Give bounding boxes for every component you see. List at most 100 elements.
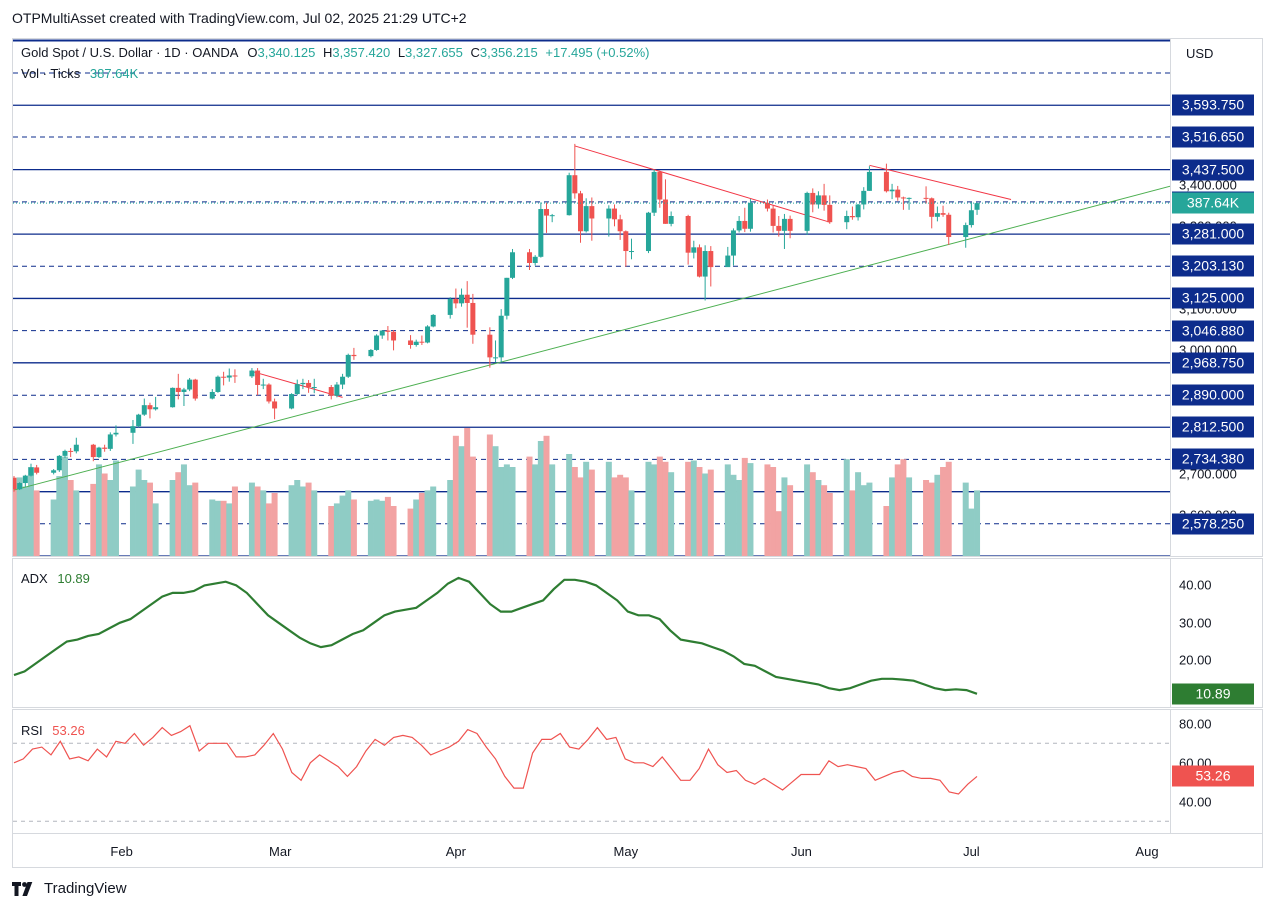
candle-body <box>17 483 23 490</box>
rsi-name[interactable]: RSI <box>21 723 43 738</box>
candle-body <box>770 208 776 226</box>
footer-brand[interactable]: TradingView <box>12 880 127 897</box>
volume-bar <box>543 435 550 556</box>
candle-body <box>459 294 465 304</box>
candle-body <box>374 335 380 350</box>
adx-name[interactable]: ADX <box>21 571 48 586</box>
candle-body <box>170 387 176 408</box>
high-label: H <box>322 45 333 60</box>
volume-bar <box>447 480 454 556</box>
adx-last-label: 10.89 <box>1172 683 1254 705</box>
volume-bar <box>923 480 930 556</box>
candle-body <box>385 330 391 332</box>
candle-body <box>549 215 555 217</box>
candle-body <box>260 384 266 386</box>
symbol-name[interactable]: Gold Spot / U.S. Dollar · 1D · OANDA <box>21 45 238 60</box>
volume-bar <box>974 490 981 556</box>
candle-body <box>510 252 516 278</box>
volume-bar <box>605 461 612 556</box>
candle-body <box>747 202 753 229</box>
candle-body <box>147 405 153 410</box>
volume-bar <box>209 499 216 556</box>
candle-body <box>974 203 980 210</box>
volume-label[interactable]: Vol · Ticks <box>21 66 81 81</box>
candle-body <box>419 341 425 343</box>
adx-tick-label: 40.00 <box>1179 577 1212 593</box>
candle-body <box>56 455 62 471</box>
candle-body <box>827 204 833 223</box>
adx-panel[interactable]: ADX 10.89 <box>12 558 1171 708</box>
level-price-label: 3,437.500 <box>1172 159 1254 181</box>
price-chart-panel[interactable]: Gold Spot / U.S. Dollar · 1D · OANDA O3,… <box>12 38 1171 557</box>
rsi-last-label: 53.26 <box>1172 765 1254 787</box>
volume-bar <box>452 435 459 556</box>
volume-bar <box>645 461 652 556</box>
candle-body <box>90 444 96 458</box>
volume-bar <box>787 485 794 556</box>
candle-body <box>883 171 889 192</box>
tradingview-logo-icon <box>12 881 33 896</box>
candle-body <box>493 357 499 359</box>
volume-bar <box>175 472 182 556</box>
volume-bar <box>741 457 748 556</box>
candle-body <box>544 208 550 216</box>
candle-body <box>906 197 912 199</box>
time-tick-label: Jul <box>963 844 980 859</box>
candle-body <box>589 206 595 219</box>
time-tick-label: Jun <box>790 844 812 859</box>
volume-bar <box>685 461 692 556</box>
volume-bar <box>724 464 731 556</box>
candle-body <box>51 470 57 473</box>
volume-bar <box>696 467 703 556</box>
volume-bar <box>350 499 357 556</box>
candle-body <box>249 370 255 377</box>
candle-body <box>527 252 533 263</box>
rsi-chart-svg <box>13 724 1170 822</box>
adx-axis[interactable]: 40.00 30.00 20.00 10.89 <box>1171 558 1263 708</box>
time-axis[interactable]: Feb Mar Apr May Jun Jul Aug <box>12 834 1263 868</box>
trendline <box>574 145 830 223</box>
volume-bar <box>333 503 340 556</box>
volume-bar <box>129 486 136 556</box>
candle-body <box>130 426 136 433</box>
currency-selector[interactable]: USD <box>1186 46 1214 61</box>
candle-body <box>334 384 340 396</box>
candle-body <box>68 450 74 452</box>
symbol-legend: Gold Spot / U.S. Dollar · 1D · OANDA O3,… <box>21 45 649 60</box>
volume-bar <box>146 482 153 556</box>
volume-bar <box>532 464 539 556</box>
candle-body <box>464 294 470 303</box>
candle-body <box>821 195 827 205</box>
change-value: +17.495 (+0.52%) <box>545 45 650 60</box>
candle-body <box>691 247 697 253</box>
volume-bar <box>345 490 352 556</box>
volume-bar <box>265 503 272 556</box>
volume-legend: Vol · Ticks 387.64K <box>21 66 138 81</box>
volume-bar <box>469 456 476 556</box>
candle-body <box>447 298 453 315</box>
candle-body <box>73 444 79 452</box>
candle-body <box>13 477 17 490</box>
volume-bar <box>231 486 238 556</box>
candle-body <box>708 251 714 268</box>
volume-bar <box>826 493 833 556</box>
candle-body <box>272 401 278 409</box>
candle-body <box>929 198 935 217</box>
adx-line <box>13 576 978 695</box>
volume-bar <box>962 482 969 556</box>
volume-bar <box>424 490 431 556</box>
volume-bar <box>928 482 935 556</box>
candle-body <box>861 190 867 205</box>
volume-bar <box>16 477 23 556</box>
rsi-axis[interactable]: 80.00 60.00 40.00 53.26 <box>1171 709 1263 834</box>
level-price-label: 2,890.000 <box>1172 384 1254 406</box>
level-price-label: 2,734.380 <box>1172 448 1254 470</box>
rsi-panel[interactable]: RSI 53.26 <box>12 709 1171 834</box>
candle-body <box>617 219 623 232</box>
rsi-line <box>13 724 978 795</box>
volume-bar <box>288 485 295 556</box>
candle-body <box>815 195 821 205</box>
volume-bar <box>736 480 743 556</box>
price-axis[interactable]: 3,400.0003,300.0003,100.0003,000.0002,70… <box>1171 38 1263 557</box>
candle-body <box>764 202 770 209</box>
